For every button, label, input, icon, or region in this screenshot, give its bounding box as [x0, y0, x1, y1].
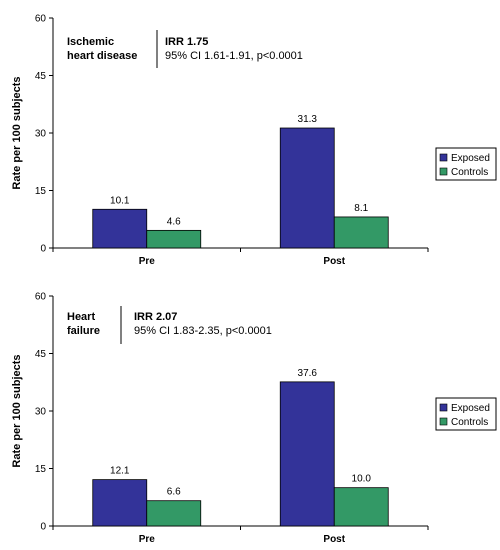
legend-label: Exposed [451, 153, 490, 164]
bar-exposed [279, 127, 335, 249]
bar-controls [333, 216, 389, 249]
legend-label: Controls [451, 167, 488, 178]
annotation-ci: 95% CI 1.61-1.91, p<0.0001 [165, 50, 303, 62]
x-tick-label: Post [323, 256, 345, 267]
annotation-irr: IRR 1.75 [165, 36, 208, 48]
chart-panel-2: 0 15 30 45 60 Rate per 100 subjects Pre 12.1 6.6… [11, 292, 497, 545]
y-axis-label: Rate per 100 subjects [11, 354, 23, 467]
x-tick-label: Post [323, 534, 345, 545]
legend-label: Controls [451, 417, 488, 428]
legend-swatch-controls [439, 167, 448, 176]
legend-label: Exposed [451, 403, 490, 414]
y-tick-label: 15 [35, 464, 47, 475]
legend: Exposed Controls [435, 147, 497, 181]
bar-controls [333, 487, 389, 527]
annotation-title: Ischemic [67, 36, 114, 48]
y-tick-label: 45 [35, 71, 47, 82]
chart-panel-1: 0 15 30 45 60 Rate per 100 subjects Pre 10.1 4.6… [11, 14, 497, 267]
data-label: 37.6 [298, 368, 318, 379]
y-tick-label: 15 [35, 186, 47, 197]
y-tick-label: 30 [35, 129, 47, 140]
y-tick-label: 45 [35, 349, 47, 360]
annotation-irr: IRR 2.07 [134, 311, 177, 323]
annotation-title: failure [67, 325, 100, 337]
bar-exposed [92, 479, 148, 527]
data-label: 10.1 [110, 195, 130, 206]
data-label: 8.1 [354, 203, 368, 214]
x-tick-label: Pre [139, 256, 156, 267]
y-tick-label: 60 [35, 292, 47, 303]
data-label: 12.1 [110, 466, 130, 477]
bar-exposed [92, 208, 148, 249]
legend-swatch-exposed [439, 153, 448, 162]
bar-controls [146, 500, 202, 527]
bar-exposed [279, 381, 335, 527]
y-tick-label: 0 [40, 522, 46, 533]
y-tick-label: 30 [35, 407, 47, 418]
annotation-title: heart disease [67, 50, 137, 62]
annotation-title: Heart [67, 311, 95, 323]
y-tick-label: 0 [40, 244, 46, 255]
bar-controls [146, 229, 202, 249]
data-label: 10.0 [352, 474, 372, 485]
y-tick-label: 60 [35, 14, 47, 25]
data-label: 4.6 [167, 216, 181, 227]
annotation-ci: 95% CI 1.83-2.35, p<0.0001 [134, 325, 272, 337]
x-tick-label: Pre [139, 534, 156, 545]
data-label: 31.3 [298, 114, 318, 125]
y-axis-label: Rate per 100 subjects [11, 76, 23, 189]
legend: Exposed Controls [435, 397, 497, 431]
data-label: 6.6 [167, 487, 181, 498]
legend-swatch-controls [439, 417, 448, 426]
legend-swatch-exposed [439, 403, 448, 412]
